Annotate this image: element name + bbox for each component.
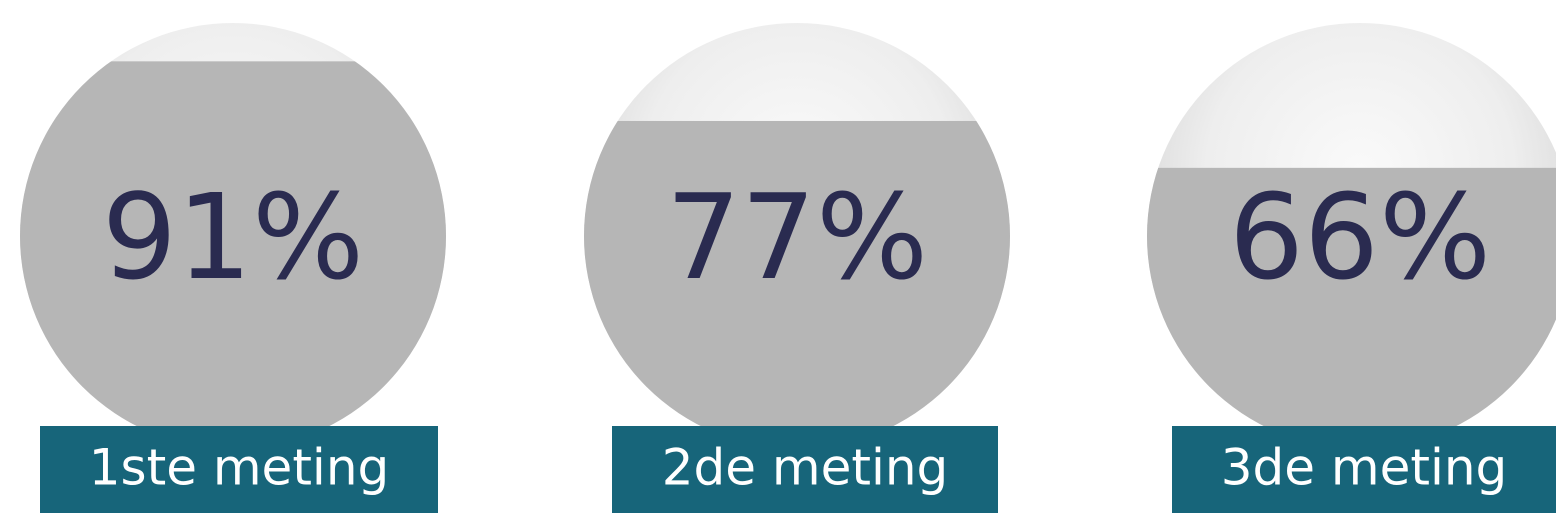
label-box — [40, 426, 438, 513]
category-label: 2de meting — [662, 439, 949, 497]
category-label: 3de meting — [1221, 439, 1508, 497]
value-label: 66% — [1229, 168, 1491, 306]
label-box — [1172, 426, 1556, 513]
value-label: 77% — [666, 168, 928, 306]
gauge-fill — [20, 61, 446, 449]
category-label: 1ste meting — [89, 439, 390, 497]
label-box — [612, 426, 998, 513]
gauge-fill — [584, 120, 1010, 449]
value-label: 91% — [102, 168, 364, 306]
